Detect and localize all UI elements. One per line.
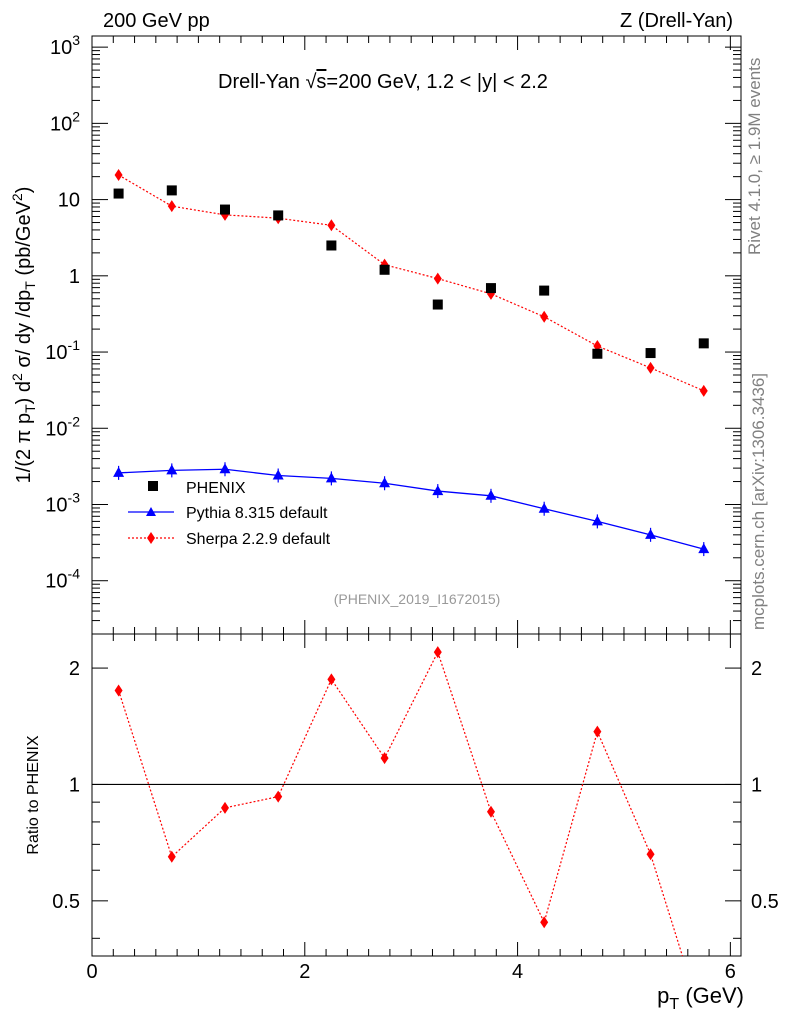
main-y-tick-label: 10-1 bbox=[45, 337, 80, 364]
ratio-y-tick-label-left: 1 bbox=[69, 774, 80, 796]
pythia-line bbox=[118, 468, 704, 550]
header-right: Z (Drell-Yan) bbox=[620, 10, 733, 32]
phenix-point bbox=[273, 210, 284, 221]
ratio-sherpa-point bbox=[167, 850, 176, 863]
x-axis-label: pT (GeV) bbox=[657, 983, 744, 1013]
phenix-point bbox=[166, 185, 177, 196]
ratio-sherpa-point bbox=[220, 801, 229, 814]
pythia-point bbox=[485, 489, 497, 500]
main-y-tick-label: 10-2 bbox=[45, 413, 80, 440]
ratio-y-tick-label-left: 0.5 bbox=[52, 891, 80, 913]
pythia-point bbox=[325, 472, 337, 483]
pythia-point bbox=[219, 463, 231, 474]
ratio-y-axis-label: Ratio to PHENIX bbox=[25, 735, 42, 854]
ratio-sherpa-point bbox=[114, 684, 123, 697]
main-y-tick-label: 102 bbox=[50, 108, 80, 135]
sherpa-point bbox=[327, 219, 336, 232]
ratio-sherpa-point bbox=[646, 848, 655, 861]
x-tick-label: 0 bbox=[86, 961, 97, 983]
phenix-point bbox=[698, 338, 709, 349]
ratio-sherpa-point bbox=[380, 752, 389, 765]
legend: PHENIX Pythia 8.315 default Sherpa 2.2.9… bbox=[128, 480, 331, 548]
sherpa-point bbox=[699, 384, 708, 397]
mcplots-reference-label: mcplots.cern.ch [arXiv:1306.3436] bbox=[749, 373, 768, 630]
pythia-point bbox=[379, 477, 391, 488]
legend-phenix-label: PHENIX bbox=[186, 480, 246, 497]
legend-sherpa-label: Sherpa 2.2.9 default bbox=[186, 531, 331, 548]
ratio-sherpa-point bbox=[274, 790, 283, 803]
main-y-tick-label: 10 bbox=[58, 190, 80, 212]
x-tick-label: 4 bbox=[512, 961, 523, 983]
header-left: 200 GeV pp bbox=[103, 10, 210, 32]
phenix-point bbox=[219, 204, 230, 215]
pythia-point bbox=[591, 515, 603, 526]
sherpa-point bbox=[646, 361, 655, 374]
ratio-series-layer bbox=[114, 646, 684, 956]
pythia-point bbox=[698, 543, 710, 554]
x-tick-label: 6 bbox=[725, 961, 736, 983]
main-y-tick-label: 10-4 bbox=[45, 566, 80, 593]
ratio-sherpa-point bbox=[433, 646, 442, 659]
ratio-plot-frame bbox=[91, 633, 742, 957]
analysis-watermark: (PHENIX_2019_I1672015) bbox=[334, 591, 501, 607]
main-series-layer bbox=[113, 169, 710, 557]
ratio-sherpa-point bbox=[486, 805, 495, 818]
phenix-point bbox=[379, 264, 390, 275]
ratio-y-tick-label-right: 0.5 bbox=[751, 891, 779, 913]
main-title: Drell-Yan √s=200 GeV, 1.2 < |y| < 2.2 bbox=[218, 71, 548, 93]
ratio-y-tick-label-right: 1 bbox=[751, 774, 762, 796]
phenix-point bbox=[113, 188, 124, 199]
pythia-point bbox=[166, 464, 178, 475]
ratio-y-tick-label-left: 2 bbox=[69, 658, 80, 680]
ratio-clipped-group bbox=[114, 646, 684, 956]
legend-phenix-marker bbox=[148, 481, 158, 491]
ratio-sherpa-line bbox=[118, 650, 684, 956]
main-y-axis-label: 1/(2 π pT) d2 σ/ dy /dpT (pb/GeV2) bbox=[9, 187, 38, 484]
legend-pythia-label: Pythia 8.315 default bbox=[186, 505, 328, 522]
pythia-point bbox=[538, 502, 550, 513]
sherpa-point bbox=[114, 169, 123, 182]
pythia-point bbox=[113, 466, 125, 477]
phenix-point bbox=[592, 348, 603, 359]
phenix-point bbox=[539, 285, 550, 296]
phenix-point bbox=[485, 283, 496, 294]
ratio-axis-ticks: 0 2 4 6 0.5 0.5 1 1 2 2 bbox=[52, 634, 779, 983]
phenix-point bbox=[645, 348, 656, 359]
ratio-sherpa-point bbox=[540, 916, 549, 929]
ratio-sherpa-point bbox=[327, 673, 336, 686]
phenix-point bbox=[432, 299, 443, 310]
sherpa-point bbox=[167, 200, 176, 213]
main-y-tick-label: 103 bbox=[50, 32, 80, 59]
main-y-tick-label: 1 bbox=[69, 266, 80, 288]
phenix-point bbox=[326, 240, 337, 251]
pythia-point bbox=[432, 485, 444, 496]
legend-pythia-marker bbox=[146, 507, 156, 516]
ratio-y-tick-label-right: 2 bbox=[751, 658, 762, 680]
main-y-tick-label: 10-3 bbox=[45, 489, 80, 516]
sherpa-point bbox=[540, 310, 549, 323]
ratio-sherpa-point bbox=[593, 725, 602, 738]
main-axis-ticks: 10-4 10-3 10-2 10-1 1 10 102 103 bbox=[45, 32, 741, 635]
legend-sherpa-marker bbox=[147, 532, 155, 544]
pythia-point bbox=[272, 469, 284, 480]
sherpa-point bbox=[433, 272, 442, 285]
pythia-point bbox=[645, 528, 657, 539]
x-tick-label: 2 bbox=[299, 961, 310, 983]
rivet-version-label: Rivet 4.1.0, ≥ 1.9M events bbox=[745, 58, 764, 255]
sherpa-line bbox=[118, 174, 704, 392]
